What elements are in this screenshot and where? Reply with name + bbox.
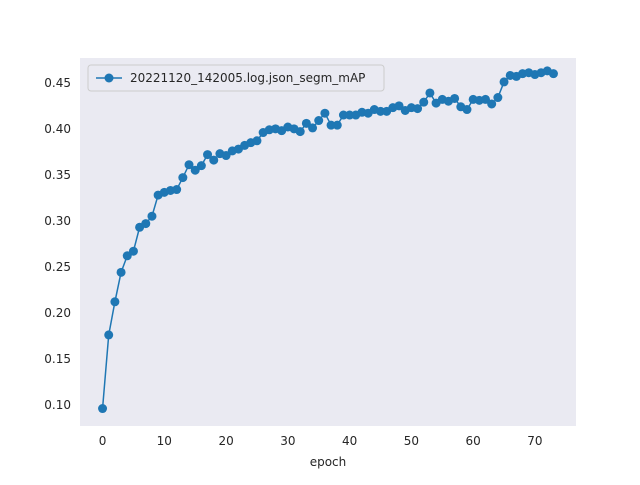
data-point [345,110,355,120]
data-point [548,69,558,79]
data-point [141,219,151,229]
data-point [376,106,385,116]
x-tick-label: 10 [157,434,172,448]
y-tick-label: 0.45 [44,76,71,90]
y-tick-label: 0.15 [44,352,71,366]
legend-marker-swatch [104,73,114,83]
data-point [450,93,460,103]
y-tick-label: 0.30 [44,214,71,228]
data-point [499,77,509,87]
x-tick-label: 30 [280,434,295,448]
data-point [295,127,305,137]
x-tick-label: 20 [218,434,233,448]
data-point [419,97,429,107]
data-point [320,108,330,118]
x-axis-label: epoch [310,455,347,469]
data-point [338,110,348,120]
data-point [122,251,132,261]
data-point [462,105,472,115]
data-point [252,136,262,146]
x-tick-label: 40 [342,434,357,448]
x-tick-label: 50 [404,434,419,448]
data-point [394,101,404,111]
legend: 20221120_142005.log.json_segm_mAP [87,64,385,92]
data-point [203,150,213,160]
data-point [326,120,336,130]
data-point [110,297,120,307]
y-tick-label: 0.35 [44,168,71,182]
data-point [196,161,206,171]
series-layer [98,66,558,414]
data-point [116,267,126,277]
y-tick-label: 0.25 [44,260,71,274]
data-point [481,94,491,104]
y-tick-label: 0.40 [44,122,71,136]
y-axis-ticks: 0.10 0.15 0.20 0.25 0.30 0.35 0.40 0.45 [44,76,71,412]
data-point [184,160,194,170]
data-point [221,151,231,161]
x-tick-label: 60 [466,434,481,448]
y-tick-label: 0.20 [44,306,71,320]
x-tick-label: 0 [99,434,107,448]
data-point [209,155,219,165]
data-point [332,120,342,130]
data-point [493,93,503,103]
data-point [425,88,435,98]
data-point [98,404,108,414]
legend-box [87,64,385,92]
data-point [104,330,114,340]
data-point [308,123,318,133]
legend-label: 20221120_142005.log.json_segm_mAP [130,71,365,85]
data-point [147,211,157,221]
data-point [128,246,138,256]
data-point [487,99,497,109]
data-point [314,116,324,126]
data-point [190,165,200,175]
y-tick-label: 0.10 [44,398,71,412]
data-point [301,118,311,128]
data-point [413,104,423,114]
data-point [172,185,182,195]
x-axis-ticks: 0 10 20 30 40 50 60 70 [99,434,543,448]
x-tick-label: 70 [527,434,542,448]
data-point [178,173,188,183]
